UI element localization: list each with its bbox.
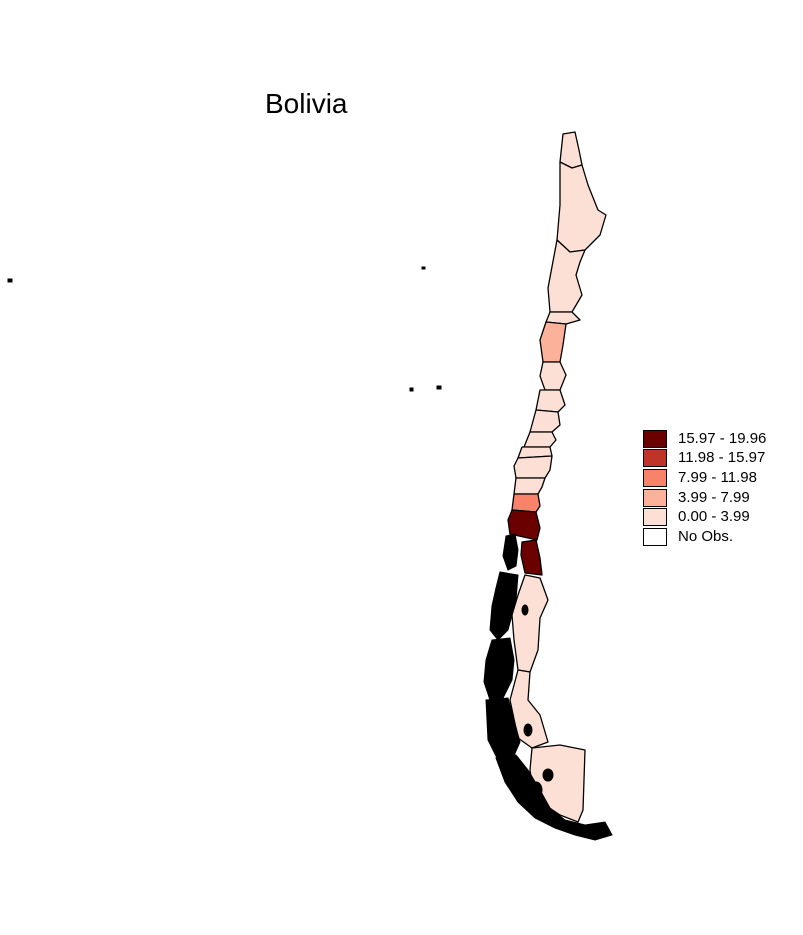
legend-label: 7.99 - 11.98 xyxy=(678,468,757,486)
region-13[interactable] xyxy=(511,493,541,513)
legend-label: 11.98 - 15.97 xyxy=(678,449,766,467)
region-8[interactable] xyxy=(529,409,561,433)
region-11[interactable] xyxy=(513,455,553,479)
region-14[interactable] xyxy=(507,509,541,541)
region-2[interactable] xyxy=(556,161,607,253)
map-title: Bolivia xyxy=(265,88,348,119)
legend-item-6: No Obs. xyxy=(643,527,766,547)
legend-item-2: 11.98 - 15.97 xyxy=(643,449,766,469)
legend-label: No Obs. xyxy=(678,527,734,545)
legend-label: 0.00 - 3.99 xyxy=(678,508,750,526)
region-16[interactable] xyxy=(511,574,549,673)
legend: 15.97 - 19.96 11.98 - 15.97 7.99 - 11.98… xyxy=(643,429,766,547)
region-5[interactable] xyxy=(539,321,567,363)
legend-swatch xyxy=(643,429,667,448)
region-17[interactable] xyxy=(509,669,549,749)
legend-item-3: 7.99 - 11.98 xyxy=(643,468,766,488)
legend-item-5: 0.00 - 3.99 xyxy=(643,507,766,527)
legend-item-4: 3.99 - 7.99 xyxy=(643,488,766,508)
legend-swatch xyxy=(643,468,667,487)
region-3[interactable] xyxy=(547,239,586,313)
legend-label: 15.97 - 19.96 xyxy=(678,429,767,447)
region-7[interactable] xyxy=(535,389,566,413)
legend-swatch xyxy=(643,449,667,468)
legend-item-1: 15.97 - 19.96 xyxy=(643,429,766,449)
region-4[interactable] xyxy=(545,311,581,325)
legend-swatch xyxy=(643,488,667,507)
region-9[interactable] xyxy=(523,431,557,448)
region-12[interactable] xyxy=(513,477,546,495)
coastal-islands xyxy=(7,266,613,841)
region-1[interactable] xyxy=(559,131,583,169)
region-15[interactable] xyxy=(520,539,543,576)
legend-swatch xyxy=(643,508,667,527)
region-6[interactable] xyxy=(539,361,567,391)
legend-swatch xyxy=(643,527,667,546)
legend-label: 3.99 - 7.99 xyxy=(678,488,750,506)
